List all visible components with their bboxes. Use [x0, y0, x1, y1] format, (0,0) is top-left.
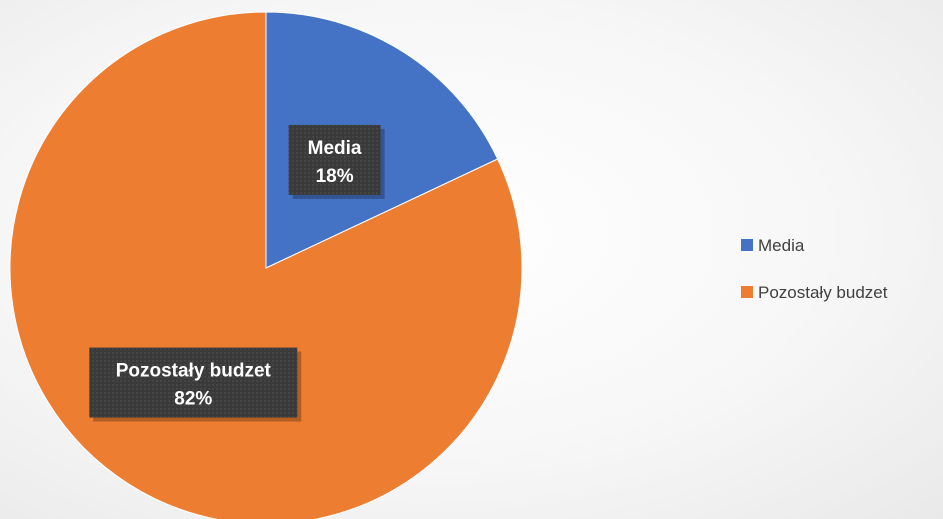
data-labels-layer: Media 18% Pozostały budzet 82% [89, 124, 385, 422]
data-label-pozostaly-budzet: Pozostały budzet 82% [89, 347, 302, 422]
legend-entry-media[interactable]: Media [741, 236, 805, 255]
data-label-media: Media 18% [288, 124, 385, 199]
legend: Media Pozostały budzet [741, 236, 888, 302]
data-label-category: Pozostały budzet [116, 361, 272, 382]
legend-label: Media [758, 236, 805, 255]
legend-label: Pozostały budzet [758, 283, 888, 302]
data-label-box [288, 124, 381, 195]
legend-swatch [741, 286, 753, 298]
slices-layer [9, 11, 523, 519]
data-label-value: 18% [316, 166, 354, 187]
data-label-box [89, 347, 298, 418]
legend-swatch [741, 239, 753, 251]
pie-slice-media[interactable] [265, 11, 499, 269]
data-label-category: Media [308, 138, 362, 159]
legend-entry-pozostaly-budzet[interactable]: Pozostały budzet [741, 283, 888, 302]
data-label-value: 82% [174, 389, 212, 410]
